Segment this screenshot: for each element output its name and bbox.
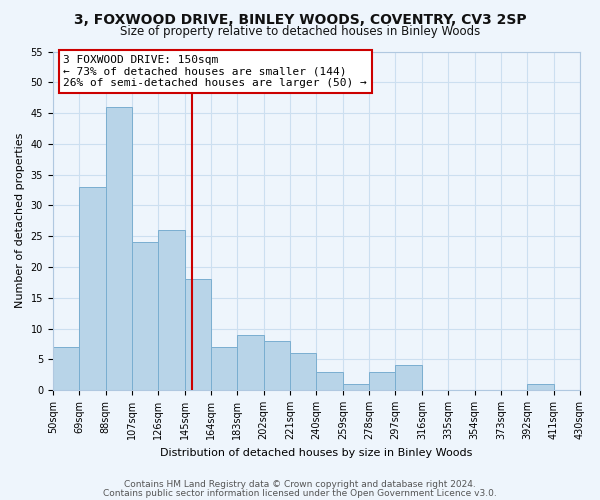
Text: Contains HM Land Registry data © Crown copyright and database right 2024.: Contains HM Land Registry data © Crown c…: [124, 480, 476, 489]
Text: Contains public sector information licensed under the Open Government Licence v3: Contains public sector information licen…: [103, 488, 497, 498]
Bar: [132, 242, 158, 390]
Bar: [158, 230, 185, 390]
Bar: [395, 366, 422, 390]
Bar: [290, 353, 316, 390]
Bar: [238, 334, 263, 390]
Bar: [79, 187, 106, 390]
Bar: [369, 372, 395, 390]
Text: 3 FOXWOOD DRIVE: 150sqm
← 73% of detached houses are smaller (144)
26% of semi-d: 3 FOXWOOD DRIVE: 150sqm ← 73% of detache…: [64, 55, 367, 88]
Text: Size of property relative to detached houses in Binley Woods: Size of property relative to detached ho…: [120, 25, 480, 38]
Text: 3, FOXWOOD DRIVE, BINLEY WOODS, COVENTRY, CV3 2SP: 3, FOXWOOD DRIVE, BINLEY WOODS, COVENTRY…: [74, 12, 526, 26]
Bar: [211, 347, 238, 390]
X-axis label: Distribution of detached houses by size in Binley Woods: Distribution of detached houses by size …: [160, 448, 473, 458]
Bar: [53, 347, 79, 390]
Y-axis label: Number of detached properties: Number of detached properties: [15, 133, 25, 308]
Bar: [185, 280, 211, 390]
Bar: [263, 341, 290, 390]
Bar: [343, 384, 369, 390]
Bar: [527, 384, 554, 390]
Bar: [106, 107, 132, 390]
Bar: [316, 372, 343, 390]
